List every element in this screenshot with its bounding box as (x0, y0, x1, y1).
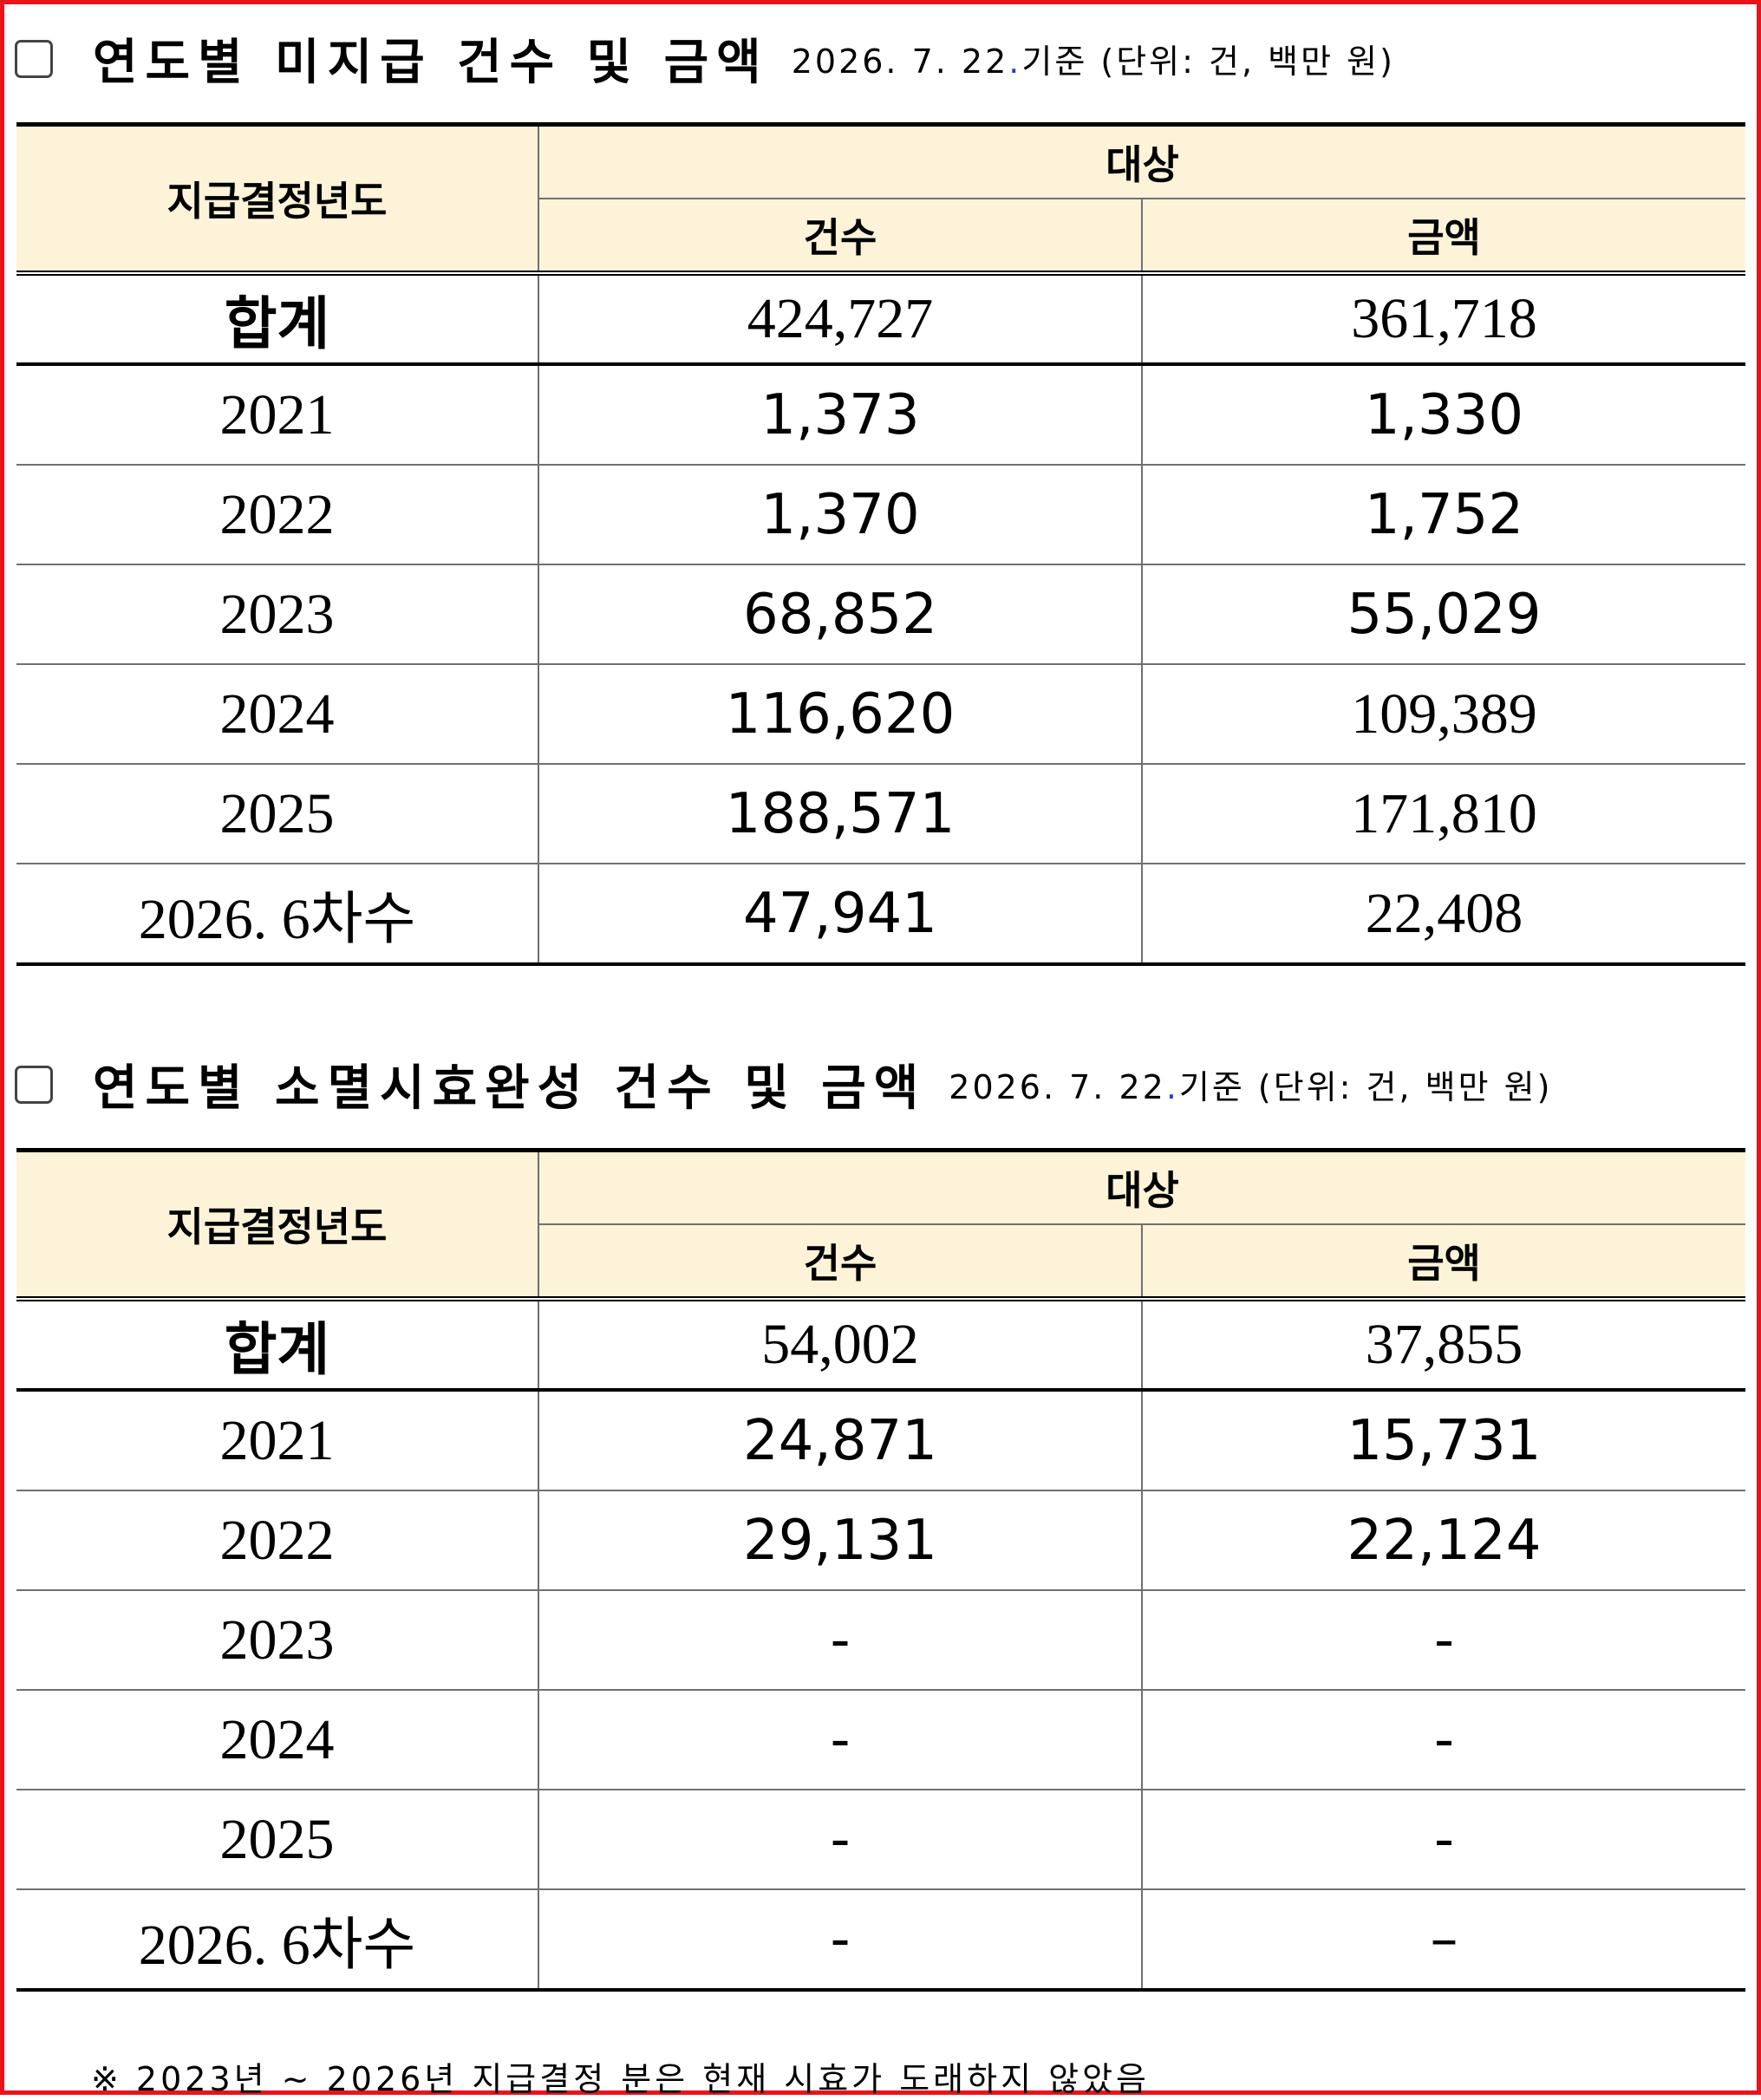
section-2-date: 2026. 7. 22 (949, 1068, 1166, 1106)
count-cell: 68,852 (538, 564, 1143, 665)
year-cell: 2021 (16, 1389, 539, 1491)
total-count: 54,002 (538, 1296, 1143, 1392)
count-cell: 24,871 (538, 1389, 1143, 1491)
section-1-heading: 연도별 미지급 건수 및 금액 2026. 7. 22.기준 (단위: 건, 백… (15, 23, 1395, 94)
header-target: 대상 (537, 122, 1746, 199)
count-cell: - (538, 1589, 1143, 1691)
unpaid-table: 지급결정년도 대상 건수 금액 합계 424,727 361,718 2021 … (16, 122, 1746, 966)
prescription-table: 지급결정년도 대상 건수 금액 합계 54,002 37,855 2021 24… (16, 1148, 1746, 1992)
section-1-date: 2026. 7. 22 (791, 42, 1009, 81)
total-row: 합계 54,002 37,855 (16, 1296, 1746, 1392)
header-target: 대상 (537, 1148, 1746, 1225)
table-row: 2024 116,620 109,389 (16, 663, 1746, 765)
section-2-note: 2026. 7. 22.기준 (단위: 건, 백만 원) (949, 1060, 1552, 1108)
table-row: 2025 188,571 171,810 (16, 763, 1746, 864)
count-cell: 47,941 (538, 863, 1143, 966)
amount-cell: 171,810 (1140, 763, 1746, 864)
count-cell: 1,373 (538, 363, 1143, 466)
year-cell: 2026. 6차수 (16, 863, 539, 966)
section-1-date-dot: . (1008, 42, 1022, 81)
year-cell: 2021 (16, 363, 539, 466)
table-row: 2022 1,370 1,752 (16, 464, 1746, 565)
year-cell: 2022 (16, 1490, 539, 1591)
total-row: 합계 424,727 361,718 (16, 271, 1746, 366)
header-count: 건수 (538, 198, 1143, 274)
amount-cell: - (1140, 1689, 1746, 1790)
year-cell: 2022 (16, 464, 539, 565)
table-row: 2023 68,852 55,029 (16, 564, 1746, 665)
year-cell: 2025 (16, 763, 539, 864)
table-row: 2025 - - (16, 1789, 1746, 1890)
amount-cell: - (1140, 1589, 1746, 1691)
amount-cell: 55,029 (1140, 564, 1746, 665)
total-count: 424,727 (538, 271, 1143, 366)
total-label: 합계 (16, 271, 539, 366)
count-cell: - (538, 1789, 1143, 1890)
footnote: ※ 2023년 ~ 2026년 지급결정 분은 현재 시효가 도래하지 않았음 (91, 2060, 1151, 2098)
total-label: 합계 (16, 1296, 539, 1392)
section-2-title: 연도별 소멸시효완성 건수 및 금액 (93, 1060, 927, 1117)
table-row: 2023 - - (16, 1589, 1746, 1691)
header-year: 지급결정년도 (16, 122, 539, 274)
table-row: 2021 1,373 1,330 (16, 363, 1746, 466)
section-1-title: 연도별 미지급 건수 및 금액 (93, 35, 769, 91)
count-cell: 1,370 (538, 464, 1143, 565)
year-cell: 2023 (16, 1589, 539, 1691)
section-1-unit-note: 기준 (단위: 건, 백만 원) (1021, 42, 1395, 81)
section-2-heading: 연도별 소멸시효완성 건수 및 금액 2026. 7. 22.기준 (단위: 건… (15, 1049, 1552, 1119)
checkbox-icon (15, 1065, 53, 1104)
amount-cell: 22,408 (1140, 863, 1746, 966)
section-1-note: 2026. 7. 22.기준 (단위: 건, 백만 원) (792, 35, 1395, 82)
year-cell: 2024 (16, 663, 539, 765)
amount-cell: 22,124 (1140, 1490, 1746, 1591)
table-row: 2026. 6차수 - – (16, 1888, 1746, 1992)
header-year: 지급결정년도 (16, 1148, 539, 1300)
amount-cell: 1,752 (1140, 464, 1746, 565)
checkbox-icon (15, 39, 53, 78)
section-2-date-dot: . (1165, 1068, 1179, 1106)
amount-cell: - (1140, 1789, 1746, 1890)
amount-cell: 109,389 (1140, 663, 1746, 765)
amount-cell: 15,731 (1140, 1389, 1746, 1491)
table-row: 2022 29,131 22,124 (16, 1490, 1746, 1591)
year-cell: 2023 (16, 564, 539, 665)
section-2-unit-note: 기준 (단위: 건, 백만 원) (1178, 1068, 1553, 1106)
total-amount: 37,855 (1140, 1296, 1746, 1392)
amount-cell: – (1140, 1888, 1746, 1992)
table-row: 2021 24,871 15,731 (16, 1389, 1746, 1491)
header-count: 건수 (538, 1223, 1143, 1300)
year-cell: 2024 (16, 1689, 539, 1790)
count-cell: - (538, 1689, 1143, 1790)
count-cell: - (538, 1888, 1143, 1992)
header-amount: 금액 (1140, 198, 1746, 274)
amount-cell: 1,330 (1140, 363, 1746, 466)
table-row: 2026. 6차수 47,941 22,408 (16, 863, 1746, 966)
count-cell: 116,620 (538, 663, 1143, 765)
count-cell: 188,571 (538, 763, 1143, 864)
table-row: 2024 - - (16, 1689, 1746, 1790)
total-amount: 361,718 (1140, 271, 1746, 366)
year-cell: 2025 (16, 1789, 539, 1890)
count-cell: 29,131 (538, 1490, 1143, 1591)
year-cell: 2026. 6차수 (16, 1888, 539, 1992)
header-amount: 금액 (1140, 1223, 1746, 1300)
